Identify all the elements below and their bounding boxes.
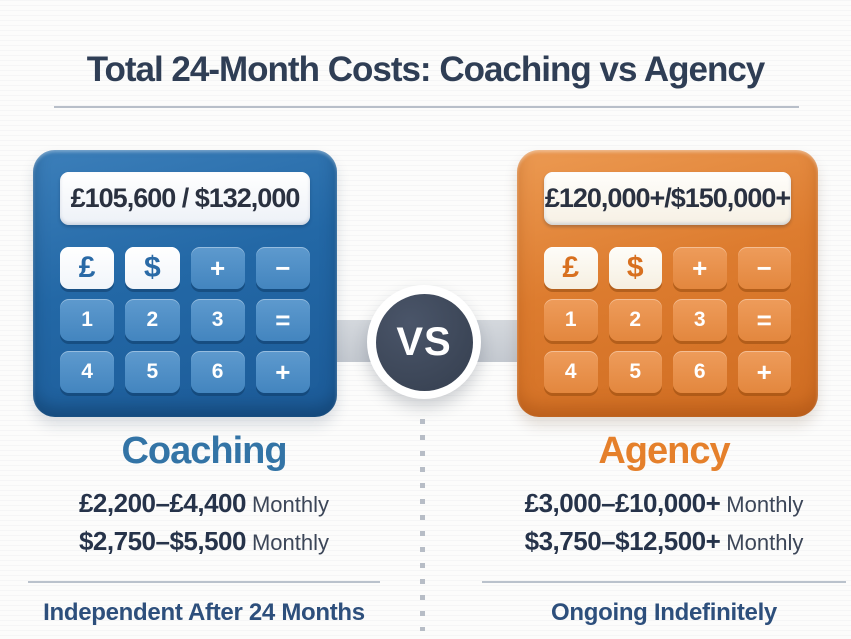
vs-badge-circle: VS [375, 293, 473, 391]
calc-key-1: 1 [544, 299, 598, 341]
calc-key-dollar: $ [608, 247, 662, 289]
coaching-price-gbp-suffix: Monthly [251, 492, 330, 517]
calc-key-2: 2 [125, 299, 180, 341]
calc-key-plus: + [190, 247, 245, 289]
agency-calculator: £120,000+/$150,000+ £ $ + − 1 2 3 = 4 5 … [517, 150, 818, 417]
coaching-price-gbp-range: £2,200–£4,400 [78, 488, 247, 518]
agency-heading: Agency [598, 430, 730, 472]
calc-key-pound: £ [544, 247, 598, 289]
calc-key-pound: £ [60, 247, 115, 289]
agency-price-gbp-suffix: Monthly [726, 492, 804, 517]
agency-price-usd-range: $3,750–$12,500+ [524, 526, 721, 556]
coaching-price-usd: $2,750–$5,500 Monthly [24, 523, 384, 561]
coaching-heading: Coaching [121, 430, 287, 472]
agency-price-usd-suffix: Monthly [726, 530, 804, 555]
calc-key-equals: = [255, 299, 310, 341]
agency-price-gbp: £3,000–£10,000+ Monthly [478, 485, 850, 523]
calc-key-6: 6 [190, 351, 245, 393]
agency-price-usd: $3,750–$12,500+ Monthly [478, 523, 850, 561]
calc-key-5: 5 [125, 351, 180, 393]
vertical-dotted-divider [420, 419, 425, 631]
coaching-price-usd-range: $2,750–$5,500 [78, 526, 247, 556]
agency-price-gbp-range: £3,000–£10,000+ [524, 488, 721, 518]
page-title: Total 24-Month Costs: Coaching vs Agency [86, 50, 766, 89]
calc-key-minus: − [255, 247, 310, 289]
calc-key-minus: − [737, 247, 791, 289]
coaching-divider-line [28, 581, 380, 583]
coaching-summary: Coaching £2,200–£4,400 Monthly $2,750–$5,… [24, 430, 384, 627]
calc-key-4: 4 [544, 351, 598, 393]
title-underline [53, 106, 799, 108]
coaching-price-gbp: £2,200–£4,400 Monthly [24, 485, 384, 523]
coaching-calculator-display: £105,600 / $132,000 [60, 172, 310, 225]
calc-key-3: 3 [673, 299, 727, 341]
calc-key-1: 1 [60, 299, 115, 341]
vs-badge: VS [367, 285, 481, 399]
calc-key-4: 4 [60, 351, 115, 393]
coaching-footer-note: Independent After 24 Months [43, 599, 365, 626]
coaching-price-usd-suffix: Monthly [251, 530, 330, 555]
calc-key-2: 2 [608, 299, 662, 341]
agency-summary: Agency £3,000–£10,000+ Monthly $3,750–$12… [478, 430, 850, 627]
agency-divider-line [482, 581, 846, 583]
calc-key-plus: + [255, 351, 310, 393]
coaching-keypad: £ $ + − 1 2 3 = 4 5 6 + [60, 247, 310, 393]
calc-key-dollar: $ [125, 247, 180, 289]
agency-keypad: £ $ + − 1 2 3 = 4 5 6 + [544, 247, 791, 393]
calc-key-equals: = [737, 299, 791, 341]
agency-calculator-display: £120,000+/$150,000+ [544, 172, 791, 225]
agency-footer-note: Ongoing Indefinitely [551, 599, 777, 626]
vs-badge-label: VS [396, 319, 452, 364]
coaching-calculator: £105,600 / $132,000 £ $ + − 1 2 3 = 4 5 … [33, 150, 337, 417]
calc-key-plus: + [737, 351, 791, 393]
calc-key-6: 6 [673, 351, 727, 393]
calc-key-3: 3 [190, 299, 245, 341]
calc-key-plus: + [673, 247, 727, 289]
calc-key-5: 5 [608, 351, 662, 393]
